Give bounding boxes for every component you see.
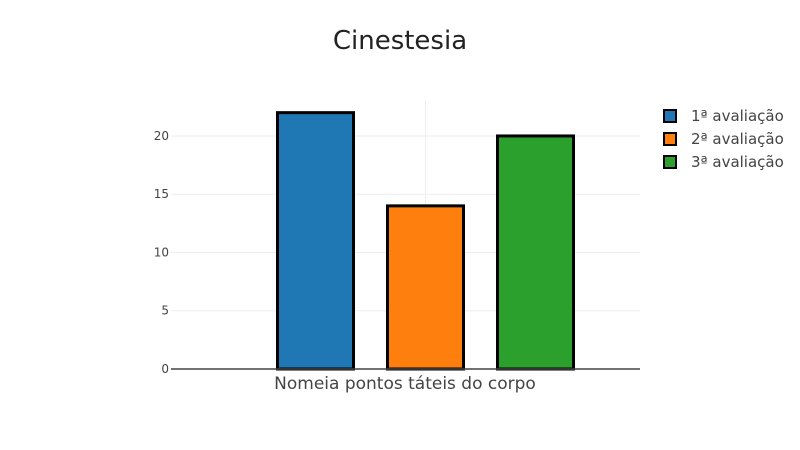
legend-label: 3ª avaliação [691,153,784,171]
chart-title: Cinestesia [333,26,467,56]
y-tick-label: 5 [161,304,169,318]
legend-label: 2ª avaliação [691,130,784,148]
y-tick-label: 20 [154,129,169,143]
legend-swatch [663,132,677,146]
legend-item-3[interactable]: 3ª avaliação [663,153,784,171]
y-tick-label: 15 [154,187,169,201]
legend-item-2[interactable]: 2ª avaliação [663,130,784,148]
axes: 0 5 10 15 20 Nomeia pontos táteis do corpo [154,129,640,394]
y-tick-label: 0 [161,362,169,376]
y-tick-label: 10 [154,245,169,259]
legend-item-1[interactable]: 1ª avaliação [663,107,784,125]
legend[interactable]: 1ª avaliação 2ª avaliação 3ª avaliação [663,107,784,171]
legend-swatch [663,109,677,123]
bar-series-2[interactable] [386,204,465,371]
legend-swatch [663,155,677,169]
legend-label: 1ª avaliação [691,107,784,125]
bar-series-1[interactable] [276,111,355,371]
bar-series-3[interactable] [496,134,575,371]
x-category-label: Nomeia pontos táteis do corpo [274,374,536,394]
bars [276,111,575,371]
